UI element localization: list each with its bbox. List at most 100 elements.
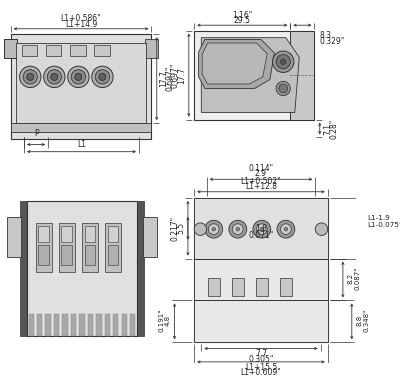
Text: 0.697": 0.697" bbox=[171, 62, 180, 88]
Circle shape bbox=[23, 70, 38, 84]
Circle shape bbox=[276, 55, 290, 69]
Circle shape bbox=[99, 73, 106, 80]
Bar bbox=[194, 31, 314, 120]
Text: L1-1.9: L1-1.9 bbox=[367, 214, 390, 221]
Bar bbox=[145, 39, 158, 58]
Bar bbox=[46, 314, 51, 336]
Text: L1-0.075": L1-0.075" bbox=[367, 222, 400, 228]
Text: 0.329": 0.329" bbox=[320, 37, 345, 46]
Bar bbox=[38, 245, 49, 265]
Circle shape bbox=[315, 223, 328, 235]
Bar bbox=[194, 198, 328, 259]
Circle shape bbox=[280, 224, 291, 235]
Text: L1: L1 bbox=[77, 140, 86, 149]
Circle shape bbox=[284, 228, 288, 231]
Circle shape bbox=[253, 220, 271, 238]
Bar bbox=[85, 245, 95, 265]
Bar bbox=[137, 201, 144, 336]
Text: 0.28": 0.28" bbox=[330, 118, 338, 139]
Text: L1+14.9: L1+14.9 bbox=[65, 20, 97, 29]
Bar bbox=[11, 34, 152, 139]
Circle shape bbox=[51, 73, 58, 80]
Text: L1+12.8: L1+12.8 bbox=[245, 182, 277, 191]
Bar bbox=[130, 314, 135, 336]
Bar bbox=[4, 39, 17, 58]
Text: 17.7: 17.7 bbox=[159, 70, 168, 87]
Bar bbox=[11, 123, 152, 132]
Bar bbox=[194, 259, 328, 342]
Bar bbox=[122, 314, 127, 336]
Bar bbox=[27, 201, 137, 336]
Circle shape bbox=[260, 228, 264, 231]
Text: L1+0.609": L1+0.609" bbox=[240, 368, 281, 377]
Text: 8.3: 8.3 bbox=[320, 31, 332, 39]
Bar bbox=[4, 39, 17, 58]
Circle shape bbox=[68, 66, 89, 87]
Circle shape bbox=[20, 66, 41, 87]
Bar bbox=[62, 245, 72, 265]
Circle shape bbox=[279, 84, 288, 93]
Bar bbox=[38, 226, 49, 241]
Bar bbox=[71, 314, 76, 336]
Circle shape bbox=[27, 73, 34, 80]
Bar bbox=[20, 201, 27, 336]
Circle shape bbox=[236, 228, 240, 231]
Text: 8.2: 8.2 bbox=[348, 272, 354, 284]
Circle shape bbox=[194, 223, 207, 235]
Circle shape bbox=[44, 66, 65, 87]
Bar bbox=[194, 198, 328, 342]
Bar bbox=[85, 226, 95, 241]
Text: 1.8: 1.8 bbox=[255, 224, 267, 233]
Text: 29.5: 29.5 bbox=[234, 16, 251, 25]
Bar bbox=[105, 314, 110, 336]
Bar bbox=[11, 34, 152, 44]
Text: 17.7: 17.7 bbox=[177, 67, 186, 84]
Text: 0.305": 0.305" bbox=[248, 355, 274, 364]
Bar bbox=[113, 314, 118, 336]
Circle shape bbox=[229, 220, 247, 238]
Text: P: P bbox=[34, 129, 38, 139]
Text: 4.8: 4.8 bbox=[164, 315, 170, 325]
Bar bbox=[208, 278, 220, 296]
Text: 5.5: 5.5 bbox=[176, 222, 185, 235]
Polygon shape bbox=[201, 38, 299, 113]
Text: 0.217": 0.217" bbox=[170, 216, 179, 241]
Bar bbox=[7, 217, 21, 257]
Circle shape bbox=[208, 224, 219, 235]
Text: 7.1: 7.1 bbox=[323, 123, 332, 135]
Circle shape bbox=[75, 73, 82, 80]
Circle shape bbox=[205, 220, 223, 238]
Bar bbox=[290, 31, 314, 120]
Bar bbox=[36, 223, 52, 272]
Circle shape bbox=[95, 70, 110, 84]
Text: 7.7: 7.7 bbox=[255, 349, 267, 358]
Circle shape bbox=[212, 228, 216, 231]
Circle shape bbox=[277, 220, 295, 238]
Circle shape bbox=[92, 66, 113, 87]
Bar bbox=[88, 314, 93, 336]
Bar bbox=[94, 45, 110, 57]
Bar bbox=[108, 226, 118, 241]
Bar bbox=[16, 43, 146, 123]
Bar bbox=[82, 223, 98, 272]
Circle shape bbox=[71, 70, 86, 84]
Bar bbox=[54, 314, 59, 336]
Text: 0.191": 0.191" bbox=[158, 308, 164, 332]
Bar bbox=[22, 45, 38, 57]
Text: 2.9: 2.9 bbox=[255, 170, 267, 178]
Circle shape bbox=[280, 59, 286, 64]
Text: 0.087": 0.087" bbox=[354, 267, 360, 290]
Bar bbox=[280, 278, 292, 296]
Circle shape bbox=[276, 81, 290, 96]
Bar bbox=[62, 226, 72, 241]
Text: 0.348": 0.348" bbox=[363, 308, 369, 332]
Bar bbox=[70, 45, 86, 57]
Bar bbox=[28, 314, 34, 336]
Circle shape bbox=[47, 70, 62, 84]
Text: 8.8: 8.8 bbox=[357, 314, 363, 325]
Circle shape bbox=[272, 51, 294, 72]
Text: L1+0.586": L1+0.586" bbox=[61, 14, 101, 24]
Text: L1+0.502": L1+0.502" bbox=[241, 176, 281, 186]
Bar bbox=[256, 278, 268, 296]
Text: L1+15.5: L1+15.5 bbox=[245, 363, 277, 372]
